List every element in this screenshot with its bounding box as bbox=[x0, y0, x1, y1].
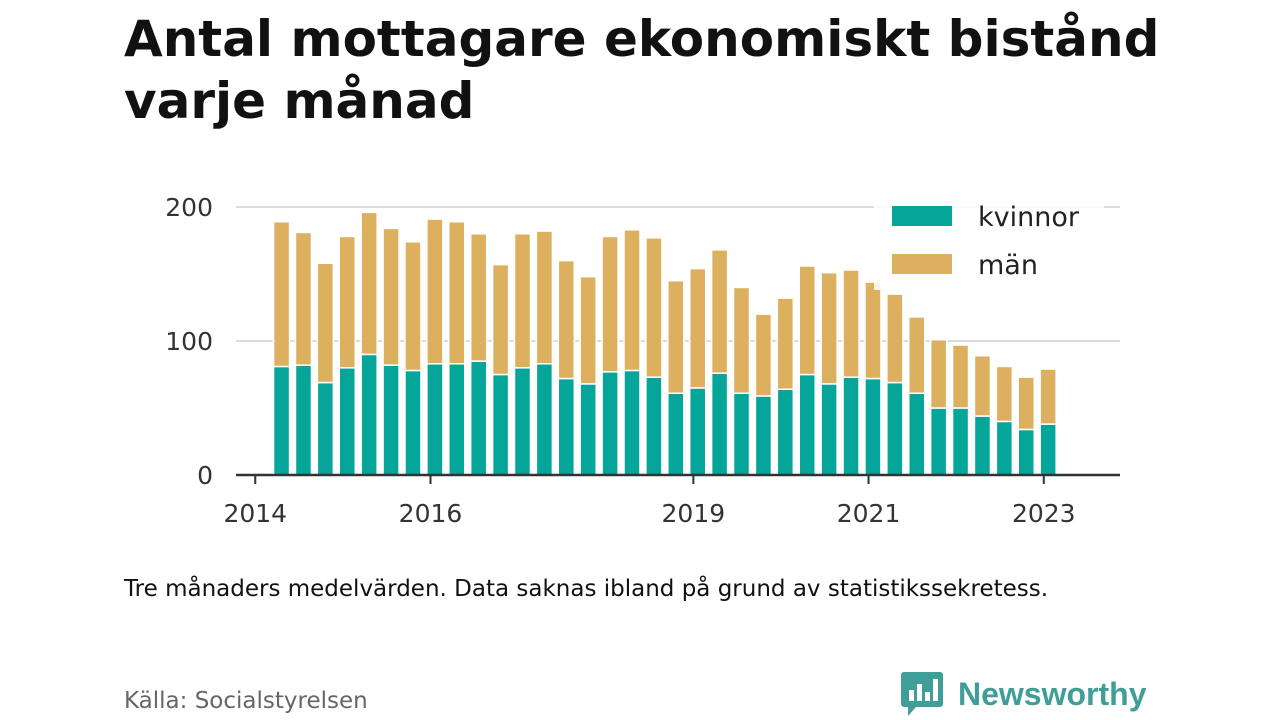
brand-name: Newsworthy bbox=[958, 675, 1147, 712]
chart-note: Tre månaders medelvärden. Data saknas ib… bbox=[124, 576, 1049, 602]
bar-man bbox=[535, 230, 554, 365]
bar-man bbox=[973, 354, 992, 417]
bar-man bbox=[754, 313, 773, 397]
bar-man bbox=[426, 218, 444, 365]
bar-kvinnor bbox=[645, 376, 663, 476]
bar-kvinnor bbox=[710, 372, 729, 476]
bar-kvinnor bbox=[316, 381, 335, 476]
bar-kvinnor bbox=[688, 387, 707, 476]
bar-man bbox=[886, 293, 904, 384]
bar-man bbox=[645, 237, 663, 378]
bar-kvinnor bbox=[973, 415, 992, 476]
bar-man bbox=[929, 338, 948, 409]
bar-man bbox=[667, 279, 685, 395]
bar-kvinnor bbox=[601, 371, 619, 476]
x-tick-label: 2023 bbox=[1012, 499, 1076, 528]
y-axis-ticks: 0 100 200 bbox=[165, 193, 213, 490]
bar-man bbox=[491, 263, 510, 376]
bar-kvinnor bbox=[579, 383, 597, 476]
bar-kvinnor bbox=[798, 373, 816, 476]
bar-kvinnor bbox=[448, 363, 466, 476]
bar-kvinnor bbox=[929, 407, 948, 476]
bar-kvinnor bbox=[557, 377, 576, 476]
bar-man bbox=[1039, 368, 1057, 425]
bar-kvinnor bbox=[513, 367, 532, 476]
legend-swatch-man bbox=[892, 254, 952, 274]
bar-kvinnor bbox=[1039, 423, 1057, 476]
bar-man bbox=[1017, 376, 1036, 431]
bar-kvinnor bbox=[426, 363, 444, 476]
bar-man bbox=[382, 227, 400, 366]
bar-group bbox=[272, 211, 1057, 476]
bar-man bbox=[688, 267, 707, 389]
bar-kvinnor bbox=[907, 392, 926, 476]
bar-man bbox=[842, 269, 860, 378]
bar-man bbox=[338, 235, 357, 369]
y-tick-label: 0 bbox=[197, 461, 213, 490]
bar-man bbox=[864, 281, 882, 380]
bar-kvinnor bbox=[776, 388, 795, 476]
newsworthy-logo: Newsworthy bbox=[900, 670, 1146, 718]
bar-chart: 0 100 200 2014 2016 2019 2021 2023 kvinnor män bbox=[165, 190, 1120, 528]
bar-man bbox=[513, 233, 532, 369]
legend-label-man: män bbox=[978, 250, 1038, 281]
bar-man bbox=[776, 297, 795, 390]
bar-man bbox=[623, 229, 641, 372]
bar-kvinnor bbox=[754, 395, 773, 476]
bar-man bbox=[907, 316, 926, 395]
x-axis-ticks: 2014 2016 2019 2021 2023 bbox=[223, 475, 1076, 528]
newsworthy-logo-icon bbox=[901, 672, 943, 716]
x-tick-label: 2016 bbox=[399, 499, 463, 528]
bar-man bbox=[316, 262, 335, 384]
bar-man bbox=[798, 265, 816, 376]
bar-man bbox=[820, 271, 838, 385]
x-tick-label: 2014 bbox=[223, 499, 287, 528]
bar-man bbox=[448, 220, 466, 365]
bar-man bbox=[732, 286, 751, 395]
bar-kvinnor bbox=[382, 364, 400, 476]
bar-kvinnor bbox=[272, 365, 291, 476]
bar-man bbox=[710, 249, 729, 374]
bar-kvinnor bbox=[667, 392, 685, 476]
legend-swatch-kvinnor bbox=[892, 206, 952, 226]
bar-kvinnor bbox=[404, 369, 422, 476]
bar-man bbox=[404, 241, 422, 372]
bar-man bbox=[360, 211, 378, 356]
y-tick-label: 100 bbox=[165, 327, 213, 356]
source-label: Källa: Socialstyrelsen bbox=[124, 688, 368, 714]
bar-man bbox=[294, 231, 313, 366]
bar-kvinnor bbox=[995, 420, 1014, 476]
bar-man bbox=[951, 344, 970, 409]
y-tick-label: 200 bbox=[165, 193, 213, 222]
bar-kvinnor bbox=[360, 353, 378, 476]
bar-kvinnor bbox=[338, 367, 357, 476]
bar-man bbox=[557, 259, 576, 380]
bar-man bbox=[995, 365, 1014, 423]
bar-man bbox=[272, 220, 291, 368]
bar-man bbox=[469, 233, 488, 362]
bar-kvinnor bbox=[535, 363, 554, 476]
legend: kvinnor män bbox=[874, 190, 1104, 290]
bar-kvinnor bbox=[951, 407, 970, 476]
bar-kvinnor bbox=[732, 392, 751, 476]
bar-man bbox=[601, 235, 619, 373]
bar-kvinnor bbox=[469, 360, 488, 476]
bar-kvinnor bbox=[842, 376, 860, 476]
x-tick-label: 2019 bbox=[662, 499, 726, 528]
bar-kvinnor bbox=[864, 377, 882, 476]
bar-kvinnor bbox=[294, 364, 313, 476]
bar-kvinnor bbox=[886, 381, 904, 476]
bar-kvinnor bbox=[491, 373, 510, 476]
bar-kvinnor bbox=[1017, 428, 1036, 476]
bar-man bbox=[579, 275, 597, 385]
chart-title: Antal mottagare ekonomiskt bistånd varje… bbox=[124, 10, 1160, 130]
legend-label-kvinnor: kvinnor bbox=[978, 202, 1080, 233]
bar-kvinnor bbox=[820, 383, 838, 476]
x-tick-label: 2021 bbox=[837, 499, 901, 528]
bar-kvinnor bbox=[623, 369, 641, 476]
